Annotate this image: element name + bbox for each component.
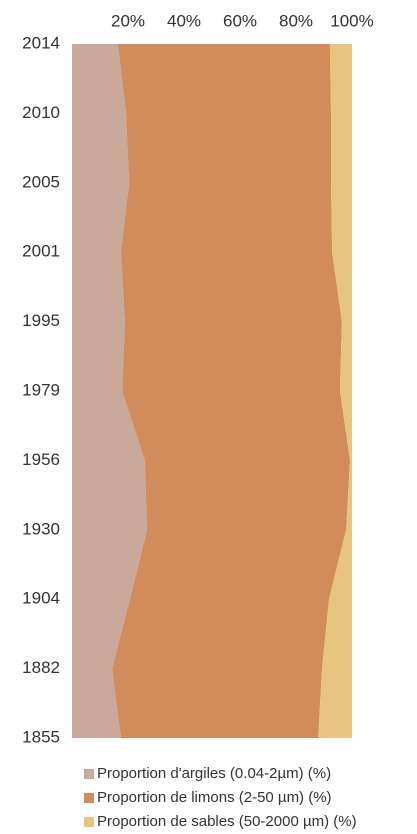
legend-swatch [84, 769, 94, 779]
y-tick-label: 1979 [22, 380, 60, 399]
y-tick-label: 1930 [22, 519, 60, 538]
area [72, 44, 148, 738]
area [318, 44, 352, 738]
area [112, 44, 351, 738]
x-tick-label: 100% [330, 11, 373, 30]
y-tick-label: 2001 [22, 242, 60, 261]
y-tick-label: 1956 [22, 450, 60, 469]
legend-swatch [84, 817, 94, 827]
y-tick-label: 2005 [22, 172, 60, 191]
x-tick-label: 60% [223, 11, 257, 30]
y-tick-label: 1855 [22, 727, 60, 746]
y-tick-label: 1995 [22, 311, 60, 330]
legend-swatch [84, 793, 94, 803]
legend-label: Proportion de limons (2-50 µm) (%) [97, 789, 332, 806]
legend-label: Proportion de sables (50-2000 µm) (%) [97, 813, 357, 830]
x-tick-label: 40% [167, 11, 201, 30]
x-tick-label: 20% [111, 11, 145, 30]
y-tick-label: 2010 [22, 103, 60, 122]
y-tick-label: 2014 [22, 33, 60, 52]
y-tick-label: 1904 [22, 589, 60, 608]
legend-label: Proportion d'argiles (0.04-2µm) (%) [97, 765, 331, 782]
y-tick-label: 1882 [22, 658, 60, 677]
x-tick-label: 80% [279, 11, 313, 30]
